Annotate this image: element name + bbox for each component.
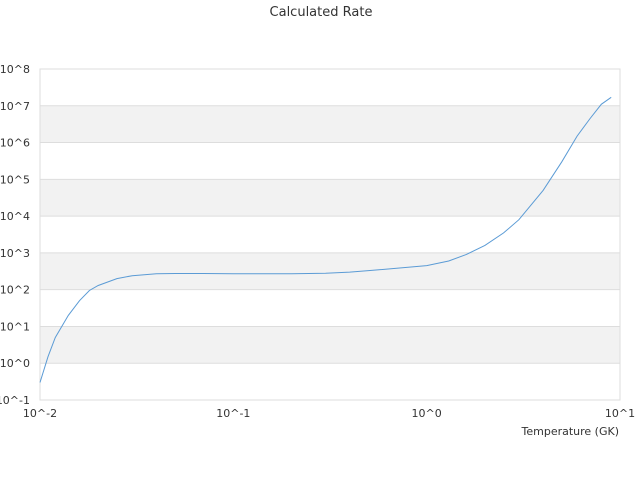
x-axis: 10^-2 10^-1 10^0 10^1 <box>23 407 635 420</box>
series-line <box>39 96 612 383</box>
y-tick-label: 10^6 <box>0 137 30 150</box>
y-tick-label: 10^2 <box>0 284 30 297</box>
y-tick-label: 10^5 <box>0 173 30 186</box>
y-axis: 10^-1 10^0 10^1 10^2 10^3 10^4 10^5 10^6 10^7 10^… <box>0 63 30 407</box>
x-axis-label: Temperature (GK) <box>521 425 620 438</box>
x-tick-label: 10^-2 <box>23 407 57 420</box>
plot-frame <box>39 68 621 401</box>
x-tick-label: 10^0 <box>412 407 442 420</box>
y-tick-label: 10^0 <box>0 357 30 370</box>
x-tick-label: 10^1 <box>605 407 635 420</box>
y-tick-label: 10^3 <box>0 247 30 260</box>
y-tick-label: 10^-1 <box>0 394 30 407</box>
grid-band <box>40 326 620 364</box>
y-tick-label: 10^8 <box>0 63 30 76</box>
y-tick-label: 10^4 <box>0 210 30 223</box>
y-tick-label: 10^7 <box>0 100 30 113</box>
y-tick-label: 10^1 <box>0 320 30 333</box>
plot-bands <box>40 105 620 364</box>
x-tick-label: 10^-1 <box>216 407 250 420</box>
grid-band <box>40 179 620 217</box>
grid-band <box>40 252 620 290</box>
chart-title: Calculated Rate <box>270 5 373 20</box>
grid-band <box>40 105 620 143</box>
